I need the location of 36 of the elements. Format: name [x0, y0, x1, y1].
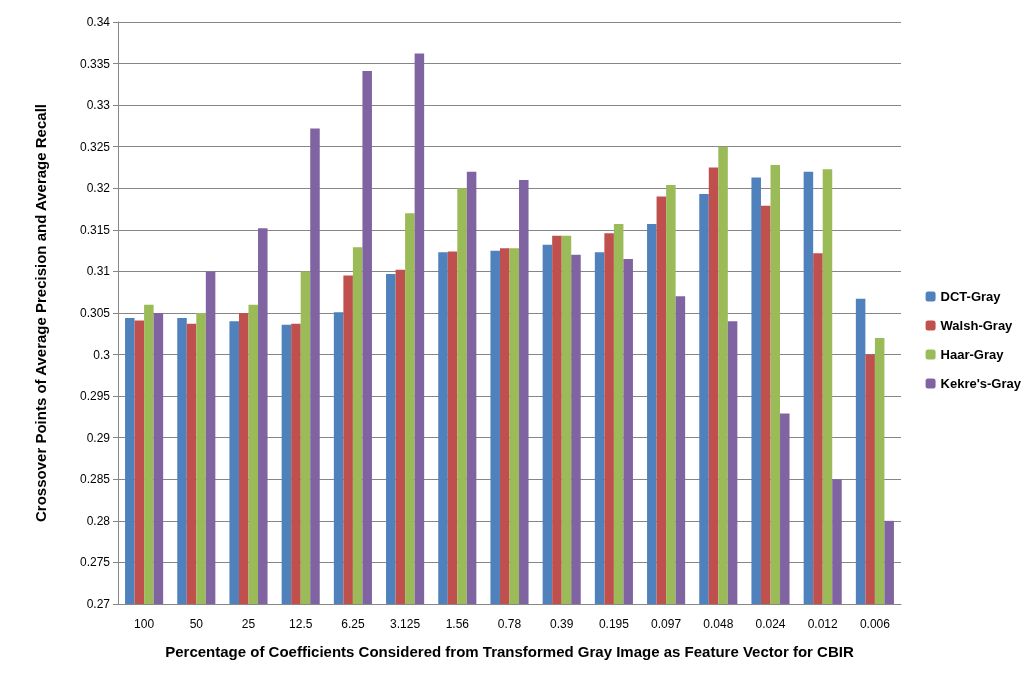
x-tick-label: 0.012: [807, 617, 839, 631]
y-tick-label: 0.34: [86, 15, 111, 29]
x-tick-label: 0.048: [703, 617, 734, 631]
y-tick-label: 0.28: [86, 513, 111, 528]
y-tick-label: 0.31: [86, 264, 111, 279]
x-axis-title: Percentage of Coefficients Considered from Transformed Gray Image as Feature Vector for CBIR: [165, 643, 854, 660]
y-tick-label: 0.335: [79, 56, 111, 71]
x-tick-label: 6.25: [341, 617, 365, 631]
y-tick-label: 0.285: [79, 472, 111, 487]
x-tick-label: 0.097: [651, 617, 682, 631]
x-tick-label: 1.56: [445, 617, 470, 631]
legend-label: Walsh-Gray: [940, 318, 1014, 333]
x-tick-label: 50: [189, 617, 204, 631]
y-axis-title: Crossover Points of Average Precision and Average Recall: [32, 104, 49, 522]
x-tick-label: 0.006: [859, 617, 891, 631]
x-tick-label: 0.195: [598, 617, 630, 631]
x-tick-label: 0.78: [497, 617, 522, 631]
y-tick-label: 0.275: [79, 555, 111, 570]
legend-label: Kekre's-Gray: [940, 376, 1022, 391]
y-tick-label: 0.325: [79, 139, 111, 154]
y-tick-label: 0.32: [86, 181, 111, 196]
y-tick-label: 0.315: [79, 222, 111, 237]
x-tick-label: 3.125: [390, 617, 421, 631]
x-tick-label: 100: [134, 617, 155, 631]
y-tick-label: 0.305: [79, 306, 111, 320]
x-tick-label: 0.39: [550, 617, 574, 631]
y-tick-label: 0.295: [79, 389, 111, 404]
x-tick-label: 25: [241, 617, 256, 631]
y-tick-label: 0.3: [93, 347, 111, 362]
y-tick-label: 0.27: [86, 597, 111, 611]
y-tick-label: 0.33: [86, 98, 111, 113]
legend-label: Haar-Gray: [940, 347, 1005, 362]
x-tick-label: 12.5: [289, 617, 313, 631]
y-tick-label: 0.29: [86, 430, 111, 445]
x-tick-label: 0.024: [755, 617, 786, 631]
legend-label: DCT-Gray: [940, 289, 1002, 304]
